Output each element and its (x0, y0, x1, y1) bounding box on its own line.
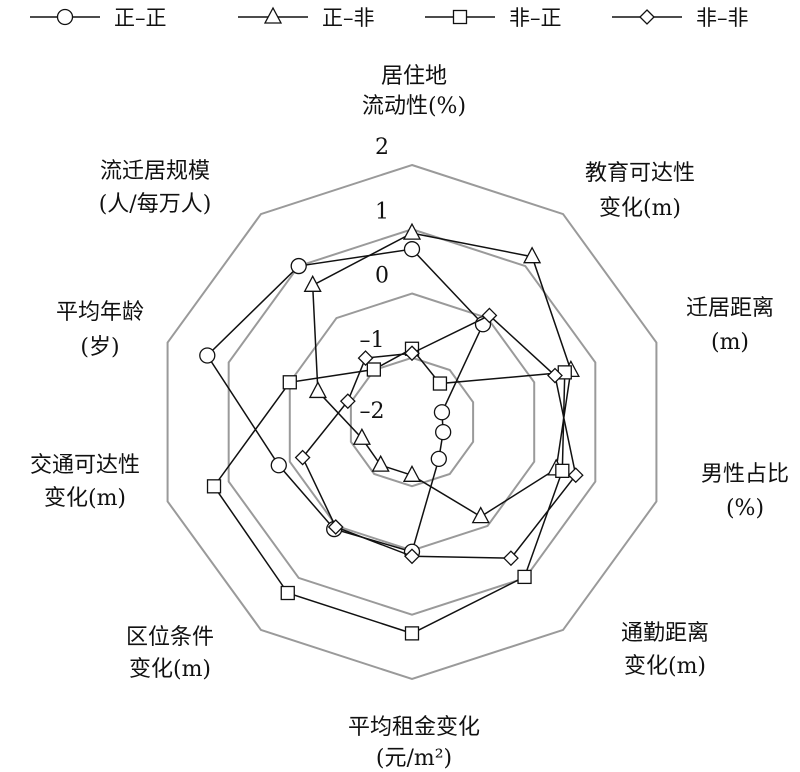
axis-label-line2: 变化(m) (599, 196, 681, 221)
triangle-marker (402, 464, 422, 482)
axis-label-line1: 男性占比 (701, 462, 789, 487)
axis-label-line1: 通勤距离 (621, 621, 709, 646)
axis-labels: 居住地流动性(%)教育可达性变化(m)迁居距离(m)男性占比(%)通勤距离变化(… (30, 64, 789, 771)
tick-labels: 2 1 0 –1 –2 (360, 135, 390, 424)
legend-item: 正–非 (238, 6, 375, 30)
triangle-marker (303, 274, 322, 292)
series-diamond (294, 307, 584, 567)
axis-label-line2: (m) (711, 330, 749, 355)
legend: 正–正 正–非 非–正 非–非 (30, 6, 749, 30)
series-triangle (303, 222, 580, 524)
triangle-marker (263, 6, 283, 24)
square-marker (280, 585, 295, 601)
legend-item: 非–非 (612, 6, 749, 30)
square-marker (404, 626, 420, 641)
grid-ring (288, 292, 536, 552)
radar-series (199, 222, 584, 641)
tick-label: –1 (360, 328, 385, 353)
circle-marker (403, 241, 421, 258)
series-square (206, 341, 572, 641)
circle-marker (270, 457, 287, 474)
diamond-marker (481, 307, 498, 324)
axis-label-line2: 流动性(%) (362, 94, 466, 119)
diamond-marker (327, 519, 344, 535)
legend-item: 非–正 (425, 6, 562, 30)
axis-label-line1: 迁居距离 (686, 296, 774, 321)
axis-label-line2: (%) (726, 496, 764, 521)
circle-marker (199, 347, 216, 364)
grid-ring (166, 163, 658, 681)
triangle-marker (523, 246, 542, 264)
square-marker (206, 479, 222, 494)
diamond-marker (404, 548, 420, 565)
axis-label: 平均年龄 (岁) (56, 300, 144, 360)
legend-label: 正–正 (114, 6, 167, 30)
square-marker (366, 362, 382, 377)
axis-label-line2: 变化(m) (129, 657, 211, 682)
square-marker (282, 375, 297, 390)
axis-label-line1: 区位条件 (126, 625, 214, 650)
square-marker (555, 463, 570, 478)
circle-marker (290, 257, 307, 275)
axis-label-line1: 教育可达性 (585, 161, 695, 186)
circle-marker (435, 423, 452, 441)
axis-label: 男性占比 (%) (701, 462, 789, 521)
tick-label: 1 (375, 199, 389, 224)
tick-label: 2 (375, 135, 389, 160)
diamond-marker (547, 367, 563, 384)
triangle-marker (371, 454, 390, 472)
diamond-marker (404, 345, 420, 362)
diamond-marker (339, 393, 356, 410)
diamond-marker (567, 467, 584, 484)
triangle-marker (402, 222, 422, 240)
square-marker (517, 569, 532, 585)
square-marker (452, 9, 468, 25)
axis-label: 平均租金变化 (元/m²) (348, 715, 480, 771)
legend-label: 非–正 (509, 6, 562, 30)
circle-marker (56, 8, 74, 26)
axis-label-line2: (人/每万人) (99, 192, 212, 217)
legend-label: 非–非 (696, 6, 749, 30)
diamond-marker (357, 350, 374, 366)
axis-label: 流迁居规模 (人/每万人) (99, 159, 212, 217)
axis-label-line2: (元/m²) (376, 746, 452, 771)
axis-label-line1: 平均租金变化 (348, 715, 480, 740)
circle-marker (430, 450, 447, 468)
circle-marker (433, 404, 451, 421)
axis-label-line2: (岁) (80, 335, 119, 360)
triangle-marker (471, 506, 490, 524)
diamond-marker (294, 449, 311, 466)
axis-label-line1: 流迁居规模 (100, 159, 210, 184)
diamond-marker (639, 9, 655, 25)
grid-ring (227, 228, 597, 616)
axis-label-line1: 平均年龄 (56, 300, 144, 325)
square-marker (432, 376, 448, 391)
triangle-marker (308, 381, 327, 399)
legend-label: 正–非 (322, 6, 375, 30)
axis-label: 迁居距离 (m) (686, 296, 774, 355)
grid-ring (349, 356, 475, 488)
legend-item: 正–正 (30, 6, 167, 30)
axis-label-line2: 变化(m) (624, 654, 706, 679)
diamond-marker (503, 550, 519, 567)
axis-label-line1: 居住地 (381, 64, 447, 89)
tick-label: –2 (360, 399, 385, 424)
axis-label-line1: 交通可达性 (30, 453, 140, 478)
triangle-marker (352, 427, 371, 445)
tick-label: 0 (375, 264, 389, 289)
axis-label-line2: 变化(m) (44, 486, 126, 511)
